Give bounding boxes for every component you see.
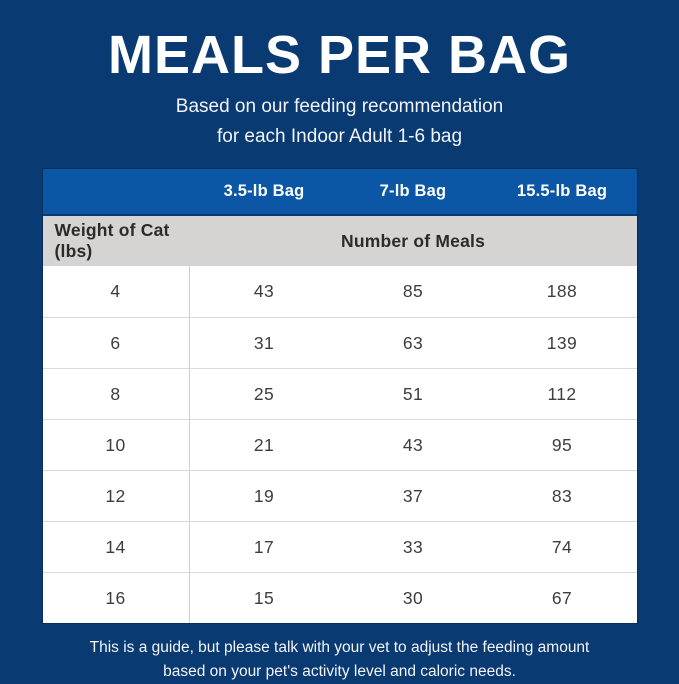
table-row: 6 31 63 139 xyxy=(42,317,637,368)
meals-cell-15-5lb: 74 xyxy=(551,536,573,557)
subtitle-line-1: Based on our feeding recommendation xyxy=(175,96,504,117)
meals-cell-15-5lb: 188 xyxy=(546,281,578,301)
meals-cell-3-5lb: 25 xyxy=(253,383,275,404)
meals-cell-15-5lb: 67 xyxy=(551,587,573,608)
meals-per-bag-table: 3.5-lb Bag 7-lb Bag 15.5-lb Bag Weight o… xyxy=(41,168,638,624)
column-header-bag-15-5lb: 15.5-lb Bag xyxy=(516,182,608,200)
meals-cell-7lb: 51 xyxy=(402,383,424,404)
page-title: MEALS PER BAG xyxy=(107,25,572,85)
column-header-bag-7lb: 7-lb Bag xyxy=(379,182,447,200)
bag-size-header-row: 3.5-lb Bag 7-lb Bag 15.5-lb Bag xyxy=(42,169,637,214)
meals-cell-3-5lb: 15 xyxy=(253,587,275,608)
weight-cell: 16 xyxy=(43,573,190,623)
column-header-bag-3-5lb: 3.5-lb Bag xyxy=(223,182,305,200)
weight-cell: 12 xyxy=(43,471,190,521)
guide-note-line-2: based on your pet's activity level and c… xyxy=(163,663,516,680)
table-row: 16 15 30 67 xyxy=(42,572,637,623)
weight-cell: 10 xyxy=(43,420,190,470)
weight-cell: 14 xyxy=(43,522,190,572)
meals-cell-7lb: 43 xyxy=(402,434,424,455)
weight-cell: 4 xyxy=(43,266,190,317)
meals-cell-3-5lb: 19 xyxy=(253,485,275,506)
guide-note-line-1: This is a guide, but please talk with yo… xyxy=(89,639,590,656)
table-row: 12 19 37 83 xyxy=(42,470,637,521)
table-row: 14 17 33 74 xyxy=(42,521,637,572)
number-of-meals-label: Number of Meals xyxy=(341,230,485,251)
table-row: 8 25 51 112 xyxy=(42,368,637,419)
meals-cell-7lb: 30 xyxy=(402,587,424,608)
table-row: 10 21 43 95 xyxy=(42,419,637,470)
meals-cell-3-5lb: 21 xyxy=(253,434,275,455)
meals-cell-7lb: 37 xyxy=(402,485,424,506)
page-header: MEALS PER BAG Based on our feeding recom… xyxy=(0,0,679,152)
table-subheader-row: Weight of Cat (lbs) Number of Meals xyxy=(42,214,637,266)
meals-cell-7lb: 33 xyxy=(402,536,424,557)
weight-cell: 6 xyxy=(43,318,190,368)
meals-cell-7lb: 63 xyxy=(402,332,424,353)
meals-cell-7lb: 85 xyxy=(402,281,424,301)
meals-cell-15-5lb: 139 xyxy=(546,332,578,353)
meals-cell-15-5lb: 83 xyxy=(551,485,573,506)
meals-cell-3-5lb: 43 xyxy=(253,281,275,301)
meals-cell-3-5lb: 17 xyxy=(253,536,275,557)
table-row: 4 43 85 188 xyxy=(42,266,637,317)
guide-note: This is a guide, but please talk with yo… xyxy=(0,636,679,684)
meals-cell-15-5lb: 112 xyxy=(547,383,577,404)
table-body: 4 43 85 188 6 31 63 139 8 25 51 112 10 2… xyxy=(42,266,637,623)
page-subtitle: Based on our feeding recommendation for … xyxy=(0,92,679,152)
weight-of-cat-label: Weight of Cat (lbs) xyxy=(54,220,170,261)
weight-cell: 8 xyxy=(43,369,190,419)
meals-cell-3-5lb: 31 xyxy=(253,332,275,353)
meals-cell-15-5lb: 95 xyxy=(551,434,573,455)
subtitle-line-2: for each Indoor Adult 1-6 bag xyxy=(216,126,463,147)
